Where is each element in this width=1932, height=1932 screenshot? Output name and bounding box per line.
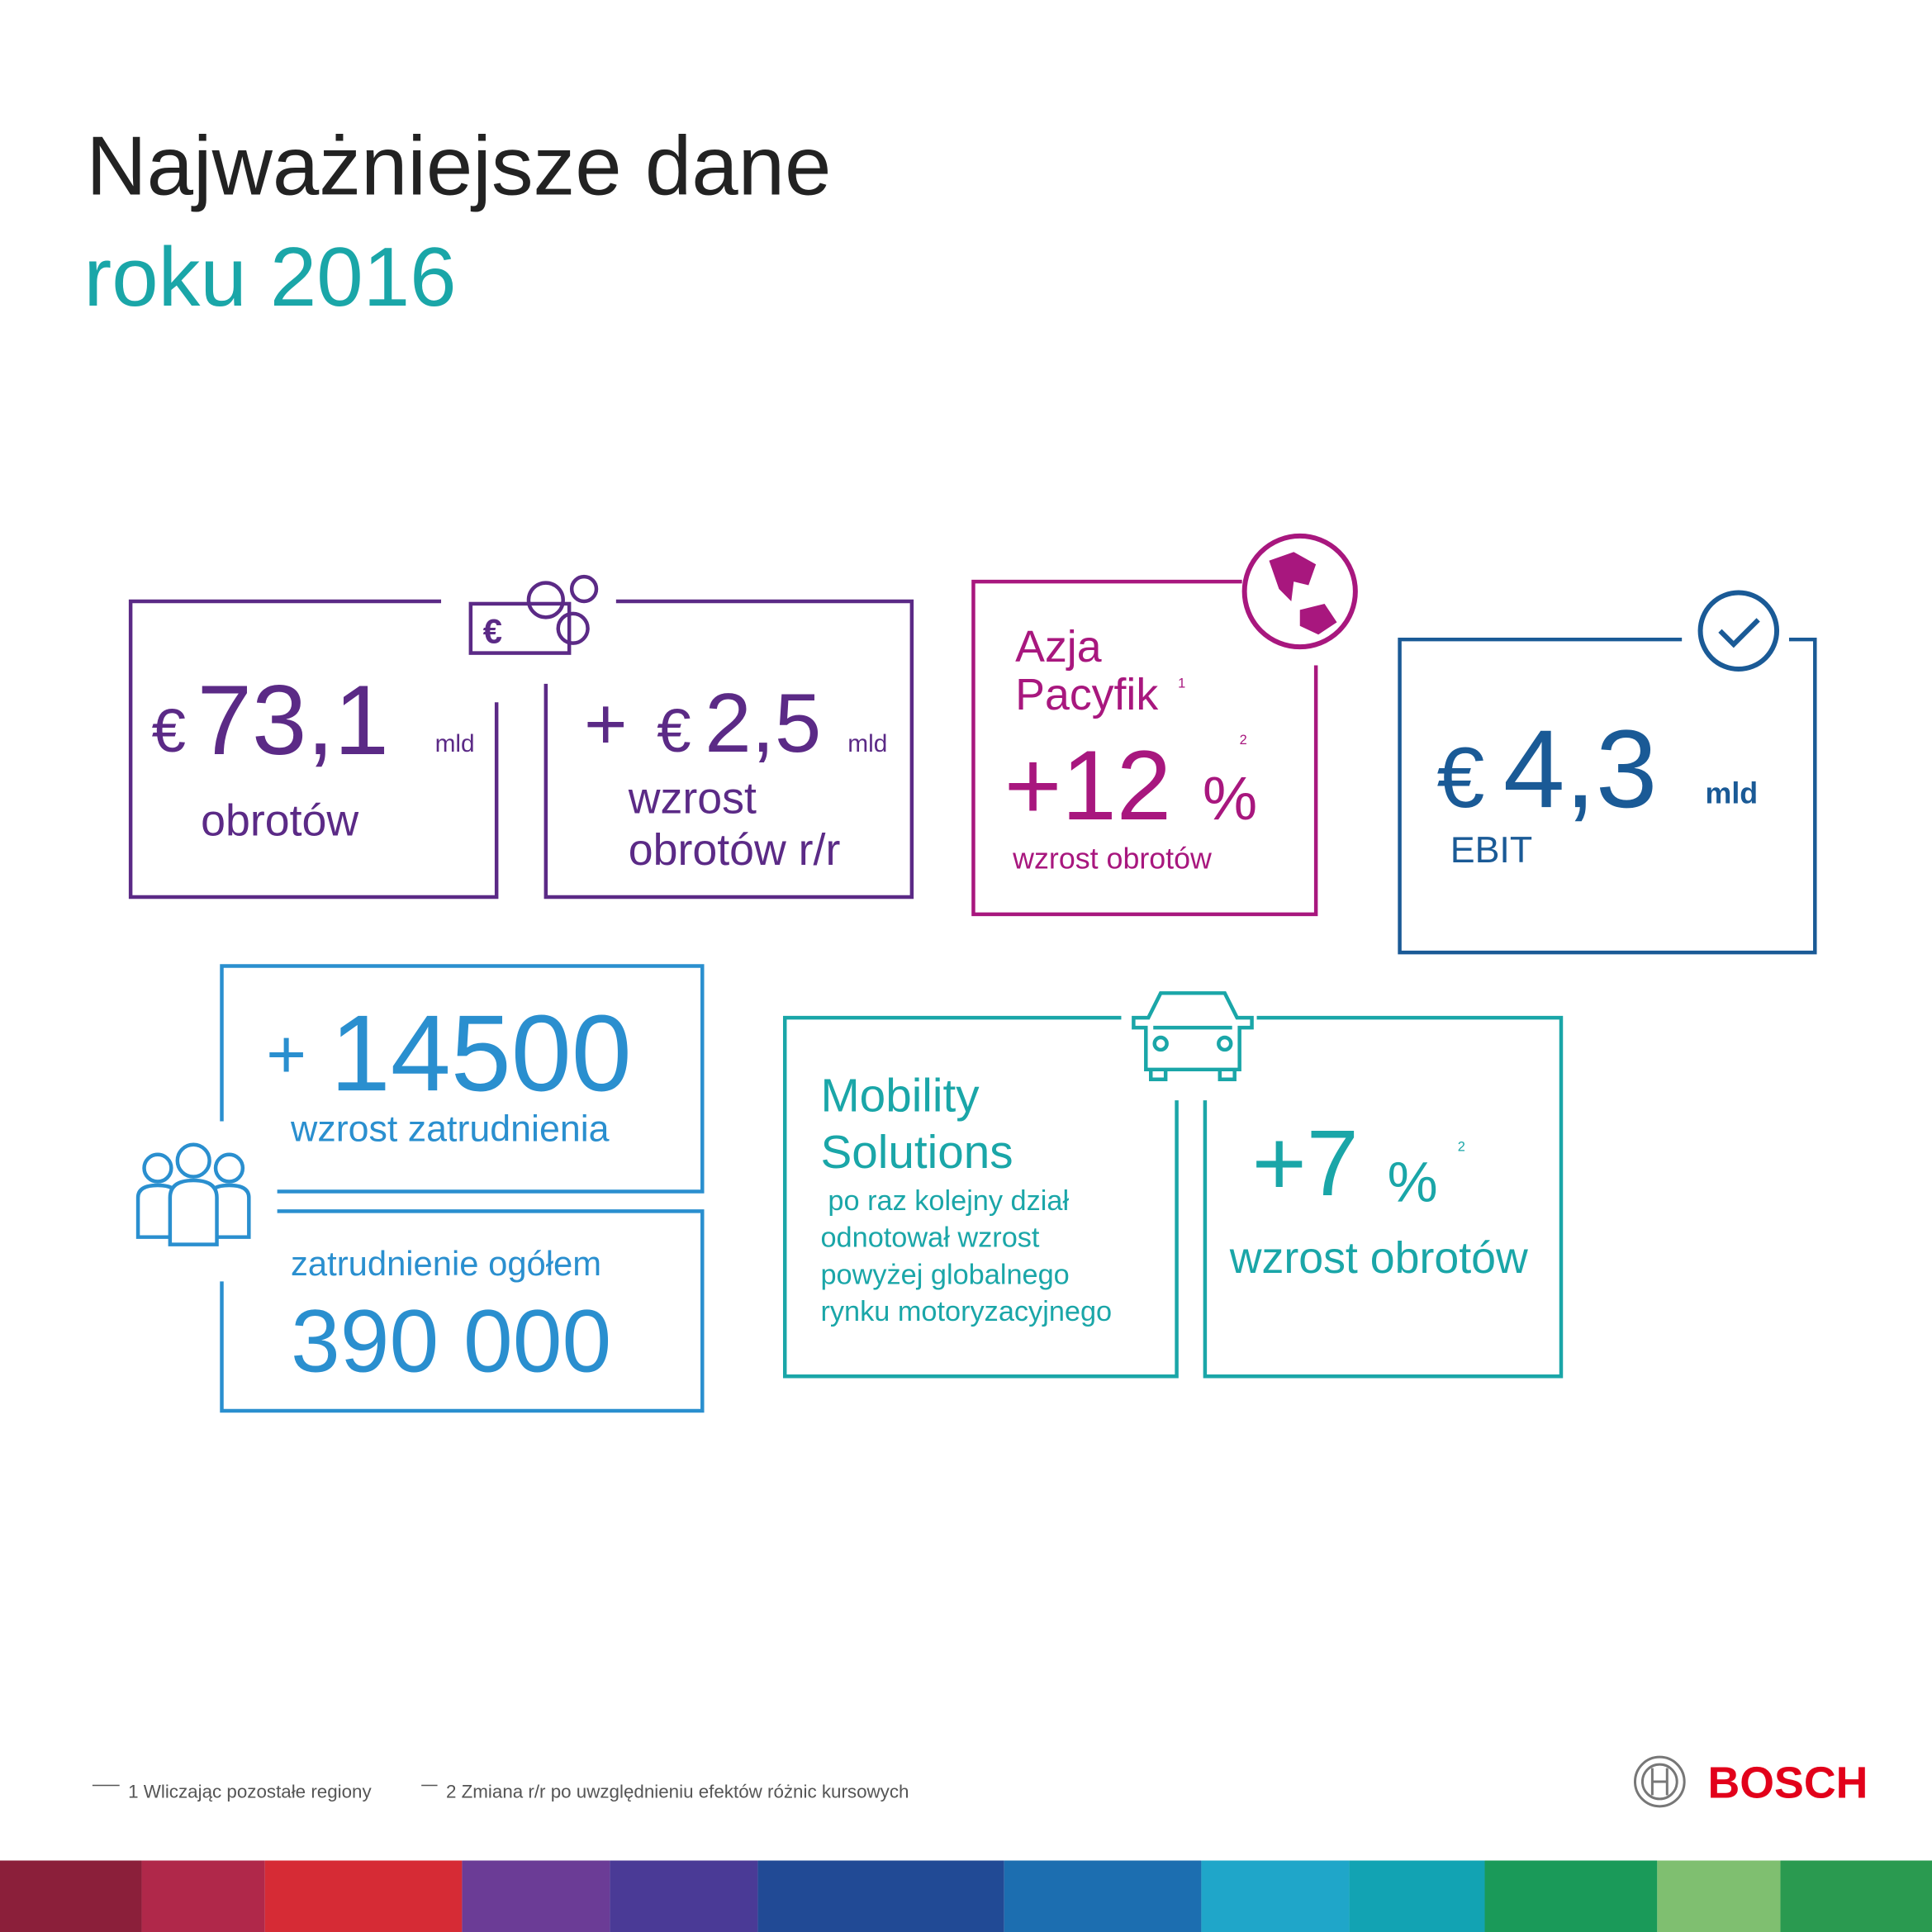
label: EBIT — [1450, 829, 1532, 871]
label: wzrost obrotów — [1229, 1233, 1528, 1283]
value: 390 000 — [291, 1291, 611, 1390]
value: +7 — [1252, 1111, 1359, 1216]
label: wzrost — [628, 774, 757, 824]
subtitle: roku 2016 — [83, 230, 456, 324]
people-icon — [135, 1142, 251, 1246]
unit: mld — [1706, 777, 1759, 810]
card-frame — [544, 599, 914, 900]
card-frame — [782, 1015, 1179, 1379]
label: wzrost zatrudnienia — [290, 1108, 610, 1149]
label: wzrost obrotów — [1012, 843, 1212, 876]
money-icon — [468, 574, 599, 655]
value: 2,5 — [705, 676, 821, 770]
text-line: po raz kolejny dział — [828, 1185, 1069, 1217]
prefix: + — [584, 682, 627, 765]
currency: € — [1436, 729, 1484, 826]
note-mark: 2 — [1240, 733, 1247, 748]
text-line: odnotował wzrost — [820, 1222, 1039, 1254]
region: Pacyfik — [1015, 670, 1158, 719]
value: 4,3 — [1503, 707, 1658, 831]
card-frame — [1203, 1015, 1564, 1379]
color-bar — [0, 1860, 1932, 1932]
check-icon — [1697, 590, 1780, 672]
value: 73,1 — [197, 666, 389, 776]
euro-icon-sign: € — [483, 612, 502, 651]
card-frame — [128, 599, 499, 900]
card-frame — [220, 964, 705, 1194]
logo-mark — [1634, 1755, 1686, 1808]
unit: % — [1388, 1150, 1438, 1213]
label: obrotów r/r — [629, 825, 841, 875]
unit: mld — [847, 730, 887, 757]
prefix: + — [266, 1015, 306, 1093]
label: zatrudnienie ogółem — [291, 1244, 601, 1283]
logo: BOSCH — [1708, 1758, 1868, 1807]
card-frame — [971, 579, 1318, 917]
text-line: powyżej globalnego — [820, 1259, 1069, 1290]
value: 14500 — [330, 992, 632, 1113]
unit: % — [1203, 763, 1257, 833]
label: obrotów — [201, 795, 358, 845]
note-mark: 2 — [1458, 1139, 1465, 1154]
globe-icon — [1241, 533, 1358, 650]
unit: mld — [435, 730, 475, 757]
currency: € — [151, 695, 185, 765]
card-frame — [220, 1209, 705, 1413]
title: Solutions — [820, 1127, 1013, 1179]
title: Mobility — [820, 1070, 980, 1123]
footnote: 2 Zmiana r/r po uwzględnieniu efektów ró… — [446, 1781, 909, 1801]
region: Azja — [1015, 622, 1102, 672]
title: Najważniejsze dane — [86, 120, 831, 213]
currency: € — [657, 695, 691, 765]
card-frame — [1398, 637, 1817, 955]
note-mark: 1 — [1178, 676, 1185, 691]
text-line: rynku motoryzacyjnego — [820, 1296, 1112, 1327]
value: +12 — [1004, 731, 1171, 841]
footnote: 1 Wliczając pozostałe regiony — [128, 1781, 372, 1801]
car-icon — [1132, 991, 1254, 1081]
